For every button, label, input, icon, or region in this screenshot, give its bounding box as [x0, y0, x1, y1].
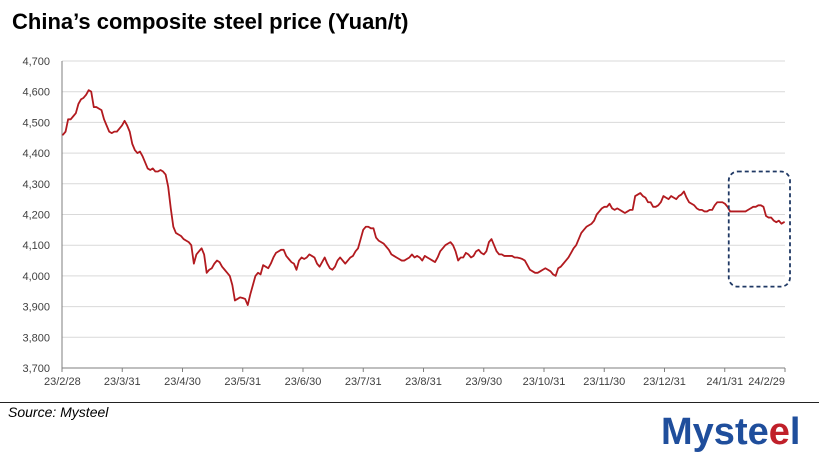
y-tick-label: 3,800 [22, 332, 50, 344]
x-tick-label: 23/7/31 [345, 376, 382, 388]
source-note: Source: Mysteel [8, 404, 109, 420]
y-tick-label: 4,000 [22, 271, 50, 283]
x-tick-label: 23/8/31 [405, 376, 442, 388]
y-tick-label: 4,700 [22, 56, 50, 68]
y-tick-label: 4,600 [22, 87, 50, 99]
chart-title: China’s composite steel price (Yuan/t) [12, 9, 409, 34]
y-tick-label: 4,200 [22, 210, 50, 222]
y-axis: 3,700 3,800 3,900 4,000 4,100 4,200 4,300 4,400… [22, 56, 63, 375]
y-tick-label: 3,700 [22, 363, 50, 375]
y-tick-label: 4,400 [22, 148, 50, 160]
y-tick-label: 4,100 [22, 240, 50, 252]
footer-divider [0, 402, 819, 403]
y-tick-label: 4,500 [22, 117, 50, 129]
x-tick-label: 23/12/31 [643, 376, 686, 388]
x-tick-label: 23/3/31 [104, 376, 141, 388]
y-tick-label: 3,900 [22, 302, 50, 314]
x-tick-label: 23/11/30 [583, 376, 625, 388]
x-axis: 23/2/28 23/3/31 23/4/30 23/5/31 23/6/30 23/7/… [44, 368, 786, 388]
gridlines [62, 60, 785, 369]
x-tick-label: 23/6/30 [285, 376, 322, 388]
line-chart: 3,700 3,800 3,900 4,000 4,100 4,200 4,300 4,400… [22, 56, 791, 388]
y-tick-label: 4,300 [22, 179, 50, 191]
x-tick-label: 24/2/29 [748, 376, 785, 388]
mysteel-logo-text: Mysteel [661, 411, 800, 453]
mysteel-logo: Mysteel [661, 411, 800, 453]
highlight-box [727, 170, 791, 288]
x-tick-label: 23/4/30 [164, 376, 201, 388]
x-tick-label: 24/1/31 [706, 376, 743, 388]
x-tick-label: 23/2/28 [44, 376, 81, 388]
x-tick-label: 23/5/31 [224, 376, 261, 388]
x-tick-label: 23/10/31 [523, 376, 566, 388]
price-series-line [62, 89, 785, 306]
x-tick-label: 23/9/30 [465, 376, 502, 388]
